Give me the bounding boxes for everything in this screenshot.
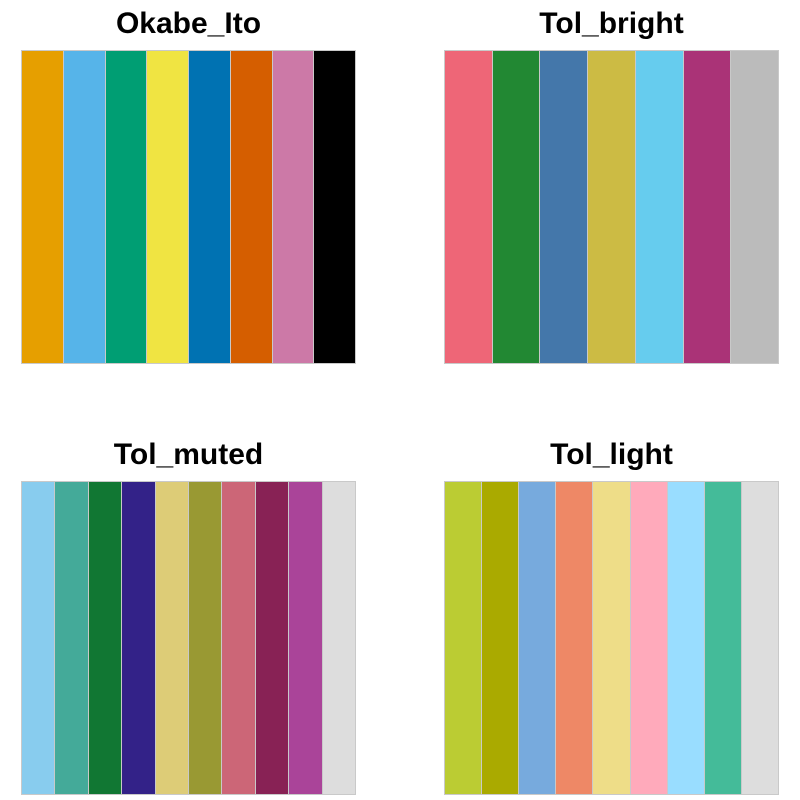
color-swatch: [88, 482, 122, 794]
panel-title: Okabe_Ito: [115, 7, 262, 40]
color-swatch: [540, 51, 588, 363]
color-swatch: [519, 482, 556, 794]
color-swatch: [189, 51, 230, 363]
color-swatch: [122, 482, 155, 794]
panel-title: Tol_muted: [113, 438, 264, 471]
palette-panel-tol-bright: Tol_bright: [444, 2, 779, 364]
color-swatch: [22, 51, 63, 363]
color-swatch: [667, 482, 704, 794]
swatch-row: [21, 50, 356, 364]
color-swatch: [147, 51, 188, 363]
color-swatch: [731, 51, 779, 363]
color-swatch: [588, 51, 635, 363]
swatch-row: [444, 481, 779, 795]
color-swatch: [55, 482, 88, 794]
color-swatch: [272, 51, 314, 363]
color-swatch: [704, 482, 741, 794]
panel-title: Tol_light: [550, 438, 673, 471]
color-swatch: [155, 482, 189, 794]
color-swatch: [630, 482, 667, 794]
palette-panel-tol-light: Tol_light: [444, 433, 779, 795]
color-swatch: [63, 51, 105, 363]
color-swatch: [105, 51, 147, 363]
color-swatch: [222, 482, 255, 794]
palette-panel-okabe-ito: Okabe_Ito: [21, 2, 356, 364]
color-swatch: [482, 482, 519, 794]
palette-panel-tol-muted: Tol_muted: [21, 433, 356, 795]
color-swatch: [741, 482, 778, 794]
color-swatch: [322, 482, 356, 794]
color-swatch: [289, 482, 322, 794]
color-swatch: [635, 51, 683, 363]
color-swatch: [492, 51, 540, 363]
swatch-row: [444, 50, 779, 364]
color-swatch: [445, 51, 492, 363]
color-swatch: [314, 51, 355, 363]
color-swatch: [189, 482, 222, 794]
swatch-row: [21, 481, 356, 795]
color-swatch: [556, 482, 593, 794]
color-swatch: [593, 482, 630, 794]
color-swatch: [230, 51, 272, 363]
color-swatch: [255, 482, 289, 794]
color-swatch: [445, 482, 482, 794]
panel-title: Tol_bright: [539, 7, 684, 40]
color-swatch: [683, 51, 731, 363]
color-swatch: [22, 482, 55, 794]
